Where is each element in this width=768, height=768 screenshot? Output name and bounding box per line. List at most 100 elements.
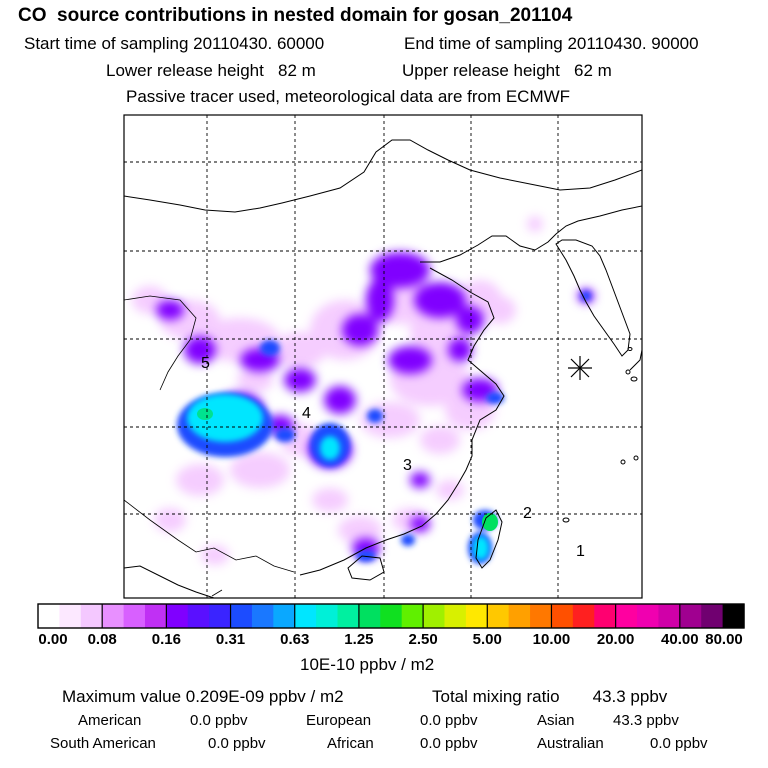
colorbar-tick-label: 40.00 bbox=[661, 631, 699, 648]
lat-lon-grid bbox=[124, 115, 642, 598]
plume-blob bbox=[201, 545, 229, 565]
island-outline bbox=[625, 369, 631, 375]
colorbar-segment bbox=[487, 604, 510, 628]
colorbar-segment bbox=[230, 604, 253, 628]
colorbar-segment bbox=[530, 604, 553, 628]
colorbar-units: 10E-10 ppbv / m2 bbox=[300, 655, 435, 674]
plume-blob bbox=[410, 516, 430, 532]
plume-blob bbox=[581, 291, 591, 301]
island-outline bbox=[627, 347, 633, 351]
region-name-african: African bbox=[327, 735, 374, 752]
colorbar-segment bbox=[59, 604, 82, 628]
plume-blob bbox=[260, 340, 280, 356]
colorbar-segment bbox=[423, 604, 446, 628]
region-name-american: American bbox=[78, 712, 142, 729]
region-name-european: European bbox=[306, 712, 372, 729]
colorbar-tick-label: 1.25 bbox=[344, 631, 374, 648]
plume-blob bbox=[456, 306, 484, 334]
colorbar-segment bbox=[337, 604, 360, 628]
colorbar-segment bbox=[38, 604, 60, 628]
colorbar-tick-label: 0.63 bbox=[280, 631, 310, 648]
plume-blob bbox=[324, 386, 356, 414]
upper-release-label: Upper release height 62 m bbox=[402, 61, 612, 80]
border-west bbox=[124, 295, 197, 391]
receptor-label-2: 2 bbox=[523, 505, 532, 522]
coastline-korea bbox=[555, 239, 631, 357]
plume-blob bbox=[342, 314, 378, 346]
plume-blob bbox=[527, 216, 543, 232]
plume-blob bbox=[312, 488, 348, 512]
region-value-european: 0.0 ppbv bbox=[420, 712, 478, 729]
colorbar-segment bbox=[401, 604, 424, 628]
border-south bbox=[124, 499, 295, 573]
region-value-african: 0.0 ppbv bbox=[420, 735, 478, 752]
plume-blob bbox=[448, 338, 472, 362]
island-outline bbox=[562, 517, 570, 523]
receptor-label-4: 4 bbox=[302, 405, 311, 422]
plume-blob bbox=[366, 278, 394, 322]
colorbar-tick-label: 20.00 bbox=[596, 631, 635, 648]
colorbar-segment bbox=[551, 604, 574, 628]
receptor-label-3: 3 bbox=[403, 457, 412, 474]
plume-blob bbox=[420, 426, 460, 454]
colorbar-tick-label: 5.00 bbox=[472, 631, 502, 648]
plume-blob bbox=[401, 534, 415, 546]
colorbar-segment bbox=[615, 604, 638, 628]
colorbar-segment bbox=[80, 604, 103, 628]
colorbar-segment bbox=[444, 604, 467, 628]
colorbar-segment bbox=[123, 604, 146, 628]
plume-blob bbox=[414, 282, 466, 318]
coastline-north bbox=[124, 139, 642, 213]
coastline-bohai bbox=[420, 205, 642, 263]
max-value-label: Maximum value 0.209E-09 ppbv / m2 bbox=[62, 687, 344, 706]
japan-outline bbox=[629, 349, 642, 371]
colorbar-segment bbox=[102, 604, 125, 628]
colorbar-segment bbox=[294, 604, 317, 628]
colorbar-segment bbox=[508, 604, 531, 628]
colorbar-segment bbox=[465, 604, 488, 628]
plume-blob bbox=[320, 436, 340, 460]
island-outline bbox=[620, 459, 626, 465]
colorbar-segment bbox=[637, 604, 660, 628]
coastline-south bbox=[124, 565, 215, 598]
region-name-south-american: South American bbox=[50, 735, 156, 752]
borders bbox=[124, 295, 295, 597]
receptor-marker bbox=[568, 356, 592, 380]
plume-blob bbox=[156, 300, 184, 320]
chart-title: CO source contributions in nested domain… bbox=[18, 5, 573, 26]
border-viet bbox=[211, 589, 223, 597]
colorbar-segment bbox=[166, 604, 189, 628]
region-name-asian: Asian bbox=[537, 712, 575, 729]
colorbar bbox=[37, 603, 745, 629]
colorbar-segment bbox=[722, 604, 745, 628]
plume-blob bbox=[237, 368, 273, 392]
islands bbox=[562, 347, 639, 523]
plume-blob bbox=[388, 346, 432, 374]
receptor-label-5: 5 bbox=[201, 355, 210, 372]
plume-blob bbox=[338, 516, 382, 544]
colorbar-segment bbox=[658, 604, 681, 628]
colorbar-segment bbox=[209, 604, 232, 628]
plume-blob bbox=[230, 452, 290, 488]
colorbar-tick-label: 0.00 bbox=[38, 631, 68, 648]
colorbar-segment bbox=[679, 604, 702, 628]
plume-blob bbox=[176, 464, 224, 496]
plume-blob bbox=[184, 336, 216, 364]
receptor-labels: 1 2 3 4 5 bbox=[201, 355, 585, 560]
plume-blob bbox=[275, 428, 295, 442]
receptor-label-1: 1 bbox=[576, 543, 585, 560]
region-name-australian: Australian bbox=[537, 735, 604, 752]
colorbar-tick-label: 0.31 bbox=[215, 631, 246, 648]
colorbar-tick-label: 2.50 bbox=[408, 631, 438, 648]
plume-max bbox=[197, 408, 213, 420]
plume-blob bbox=[284, 368, 316, 392]
region-value-australian: 0.0 ppbv bbox=[650, 735, 708, 752]
colorbar-tick-label: 0.16 bbox=[151, 631, 181, 648]
plume-blob bbox=[367, 409, 383, 423]
colorbar-segment bbox=[701, 604, 724, 628]
colorbar-tick-label: 10.00 bbox=[532, 631, 571, 648]
coastline-east bbox=[299, 267, 505, 576]
start-time-label: Start time of sampling 20110430. 60000 bbox=[24, 34, 325, 53]
plume-blob bbox=[187, 394, 263, 442]
